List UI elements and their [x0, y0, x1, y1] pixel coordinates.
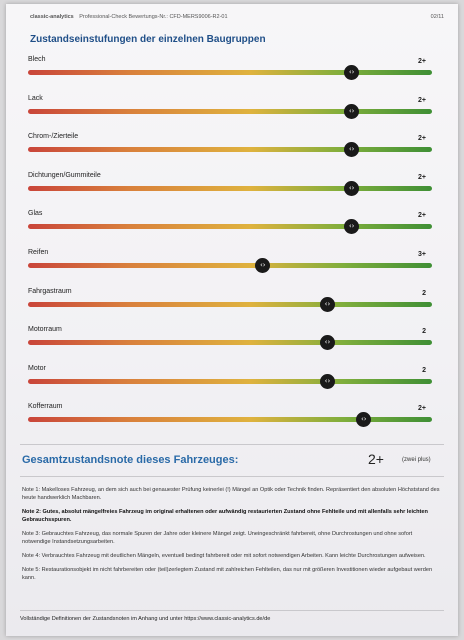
divider	[20, 476, 444, 477]
group-grade: 2+	[418, 212, 426, 220]
overall-title: Gesamtzustandsnote dieses Fahrzeuges:	[22, 454, 239, 466]
condition-marker-icon: ‹›	[255, 258, 271, 273]
page-header: classic-analytics Professional-Check Bew…	[30, 14, 444, 26]
group-name: Kofferraum	[28, 403, 63, 411]
condition-row: Kofferraum 2+ ‹›	[28, 403, 432, 433]
group-grade: 3+	[418, 251, 426, 258]
condition-row: Motor 2 ‹›	[28, 365, 432, 395]
condition-scale-bar	[28, 224, 432, 230]
condition-scale-bar	[28, 340, 432, 346]
condition-marker-icon: ‹›	[344, 103, 360, 119]
condition-scale-bar	[28, 301, 432, 307]
group-name: Chrom-/Zierteile	[28, 133, 79, 141]
group-name: Motorraum	[28, 326, 62, 334]
document-page: classic-analytics Professional-Check Bew…	[6, 4, 458, 636]
page-number: 02/11	[430, 14, 444, 20]
footer-note: Vollständige Definitionen der Zustandsno…	[20, 616, 271, 622]
condition-marker-icon: ‹›	[344, 65, 360, 80]
group-name: Glas	[28, 210, 43, 218]
group-name: Fahrgastraum	[28, 287, 72, 295]
condition-scale-bar	[28, 378, 432, 384]
group-name: Dichtungen/Gummiteile	[28, 171, 101, 179]
group-grade: 2	[422, 366, 426, 374]
group-grade: 2	[422, 289, 426, 297]
group-name: Lack	[28, 94, 43, 102]
condition-scale-bar	[28, 185, 432, 191]
group-grade: 2+	[418, 96, 426, 104]
group-name: Blech	[28, 56, 46, 63]
condition-row: Lack 2+ ‹›	[28, 95, 432, 125]
divider	[20, 610, 444, 611]
condition-row: Glas 2+ ‹›	[28, 210, 432, 240]
condition-row: Reifen 3+ ‹›	[28, 249, 432, 279]
condition-marker-icon: ‹›	[344, 142, 360, 158]
condition-row: Dichtungen/Gummiteile 2+ ‹›	[28, 172, 432, 202]
group-grade: 2+	[418, 135, 426, 143]
grade-definition: Note 3: Gebrauchtes Fahrzeug, das normal…	[22, 531, 413, 545]
grade-definition: Note 4: Verbrauchtes Fahrzeug mit deutli…	[22, 553, 426, 559]
condition-marker-icon: ‹›	[319, 296, 335, 312]
grade-definition: Note 1: Makelloses Fahrzeug, an dem sich…	[22, 487, 440, 501]
condition-scale-bar	[28, 147, 432, 153]
group-grade: 2+	[418, 58, 426, 65]
group-grade: 2+	[418, 405, 426, 413]
condition-scale-bar	[28, 417, 432, 423]
group-name: Motor	[28, 364, 46, 372]
brand-name: classic-analytics	[30, 14, 74, 20]
document-reference: Professional-Check Bewertungs-Nr.: CFD-M…	[79, 14, 228, 20]
grade-definition: Note 5: Restaurationsobjekt im nicht fah…	[22, 567, 433, 581]
grade-definition: Note 2: Gutes, absolut mängelfreies Fahr…	[22, 509, 428, 523]
condition-scale-bar	[28, 108, 432, 114]
condition-marker-icon: ‹›	[319, 373, 335, 389]
condition-row: Fahrgastraum 2 ‹›	[28, 288, 432, 318]
condition-marker-icon: ‹›	[344, 180, 360, 196]
group-name: Reifen	[28, 249, 49, 256]
condition-scale-bar	[28, 263, 432, 268]
condition-scale-bar	[28, 70, 432, 75]
group-grade: 2+	[418, 173, 426, 181]
section-title: Zustandseinstufungen der einzelnen Baugr…	[30, 34, 266, 45]
condition-row: Chrom-/Zierteile 2+ ‹›	[28, 133, 432, 163]
condition-marker-icon: ‹›	[356, 412, 372, 428]
overall-grade-words: (zwei plus)	[402, 457, 431, 463]
group-grade: 2	[422, 328, 426, 336]
overall-grade: 2+	[368, 451, 384, 467]
condition-marker-icon: ‹›	[344, 219, 360, 235]
grade-definitions: Note 1: Makelloses Fahrzeug, an dem sich…	[22, 486, 442, 588]
condition-row: Motorraum 2 ‹›	[28, 326, 432, 356]
condition-marker-icon: ‹›	[319, 335, 335, 351]
condition-row: Blech 2+ ‹›	[28, 56, 432, 86]
divider	[20, 444, 444, 445]
